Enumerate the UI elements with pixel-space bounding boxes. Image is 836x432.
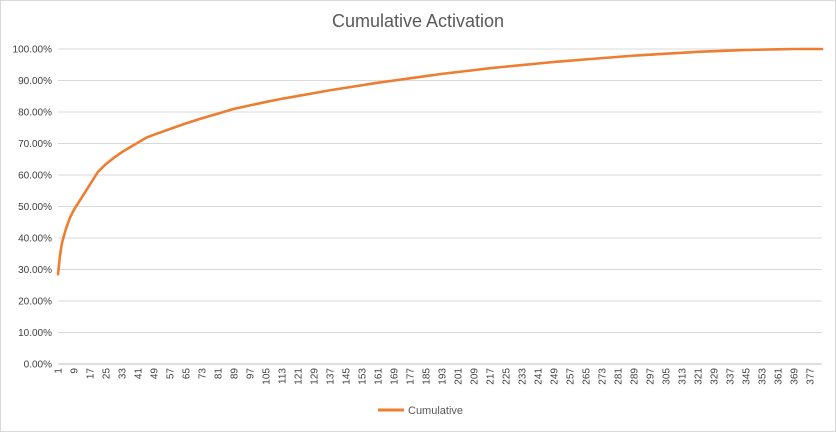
x-tick-label: 217: [486, 368, 497, 385]
x-tick-label: 305: [662, 368, 673, 385]
y-tick-label: 60.00%: [18, 171, 52, 182]
x-axis-tick-labels: 1 9 17 25 33 41 49 57 65 73 81 89 97 105 113 121 129 137 1…: [54, 368, 817, 385]
y-tick-label: 80.00%: [18, 108, 52, 119]
x-tick-label: 41: [134, 368, 145, 380]
x-tick-label: 257: [566, 368, 577, 385]
y-tick-label: 90.00%: [18, 76, 52, 87]
x-tick-label: 49: [150, 368, 161, 380]
y-tick-label: 20.00%: [18, 297, 52, 308]
x-tick-label: 273: [598, 368, 609, 385]
x-tick-label: 321: [694, 368, 705, 385]
x-tick-label: 73: [198, 368, 209, 380]
x-tick-label: 241: [534, 368, 545, 385]
x-tick-label: 97: [246, 368, 257, 380]
x-tick-label: 289: [630, 368, 641, 385]
x-tick-label: 209: [470, 368, 481, 385]
x-tick-label: 233: [518, 368, 529, 385]
series-line-cumulative: [56, 47, 824, 276]
x-tick-label: 313: [678, 368, 689, 385]
x-tick-label: 137: [326, 368, 337, 385]
chart-title: Cumulative Activation: [332, 11, 504, 31]
x-tick-label: 265: [582, 368, 593, 385]
x-tick-label: 1: [54, 368, 65, 374]
x-tick-label: 169: [390, 368, 401, 385]
x-tick-label: 17: [86, 368, 97, 380]
x-tick-label: 281: [614, 368, 625, 385]
x-tick-label: 89: [230, 368, 241, 380]
x-tick-label: 129: [310, 368, 321, 385]
x-tick-label: 329: [710, 368, 721, 385]
x-tick-label: 353: [758, 368, 769, 385]
x-tick-label: 161: [374, 368, 385, 385]
x-tick-label: 297: [646, 368, 657, 385]
x-tick-label: 105: [262, 368, 273, 385]
x-tick-label: 57: [166, 368, 177, 380]
x-tick-label: 81: [214, 368, 225, 380]
x-tick-label: 225: [502, 368, 513, 385]
x-tick-label: 9: [70, 368, 81, 374]
y-tick-label: 0.00%: [24, 360, 52, 371]
x-tick-label: 65: [182, 368, 193, 380]
x-tick-label: 337: [726, 368, 737, 385]
x-tick-label: 113: [278, 368, 289, 384]
y-axis-tick-labels: 0.00% 10.00% 20.00% 30.00% 40.00% 50.00% 60.00…: [13, 45, 53, 371]
y-tick-label: 30.00%: [18, 265, 52, 276]
y-tick-label: 50.00%: [18, 202, 52, 213]
y-tick-label: 70.00%: [18, 139, 52, 150]
x-tick-label: 361: [774, 368, 785, 385]
x-tick-label: 145: [342, 368, 353, 385]
x-tick-label: 121: [294, 368, 305, 385]
series-layer: [56, 47, 824, 276]
x-tick-label: 153: [358, 368, 369, 385]
x-tick-label: 193: [438, 368, 449, 385]
x-tick-label: 377: [806, 368, 817, 385]
legend: Cumulative: [378, 405, 463, 417]
x-tick-label: 177: [406, 368, 417, 385]
x-tick-label: 201: [454, 368, 465, 385]
legend-label-cumulative: Cumulative: [408, 405, 463, 417]
x-tick-label: 249: [550, 368, 561, 385]
y-tick-label: 40.00%: [18, 234, 52, 245]
y-tick-label: 10.00%: [18, 328, 52, 339]
x-tick-label: 25: [102, 368, 113, 380]
gridlines: [58, 48, 822, 365]
x-tick-label: 33: [118, 368, 129, 380]
y-tick-label: 100.00%: [13, 45, 53, 56]
x-tick-label: 185: [422, 368, 433, 385]
x-tick-label: 369: [790, 368, 801, 385]
x-tick-label: 345: [742, 368, 753, 385]
